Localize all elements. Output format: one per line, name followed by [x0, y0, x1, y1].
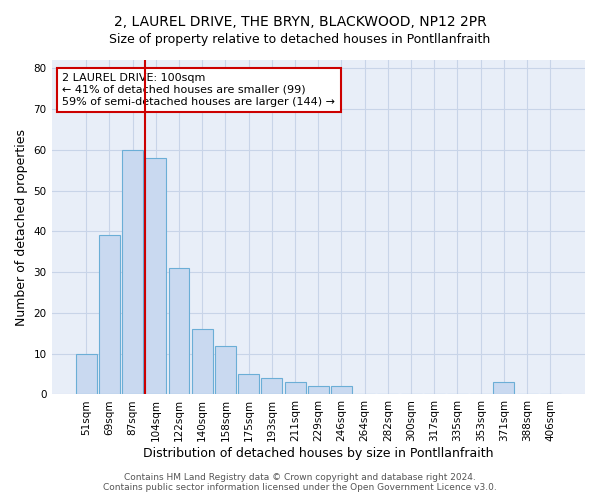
Bar [145, 158, 166, 394]
Bar [192, 329, 212, 394]
Y-axis label: Number of detached properties: Number of detached properties [15, 128, 28, 326]
X-axis label: Distribution of detached houses by size in Pontllanfraith: Distribution of detached houses by size … [143, 447, 494, 460]
Bar [122, 150, 143, 394]
Text: 2 LAUREL DRIVE: 100sqm
← 41% of detached houses are smaller (99)
59% of semi-det: 2 LAUREL DRIVE: 100sqm ← 41% of detached… [62, 74, 335, 106]
Text: 2, LAUREL DRIVE, THE BRYN, BLACKWOOD, NP12 2PR: 2, LAUREL DRIVE, THE BRYN, BLACKWOOD, NP… [113, 15, 487, 29]
Bar [215, 346, 236, 395]
Bar [99, 236, 120, 394]
Bar [493, 382, 514, 394]
Bar [169, 268, 190, 394]
Bar [308, 386, 329, 394]
Bar [331, 386, 352, 394]
Bar [284, 382, 305, 394]
Text: Contains HM Land Registry data © Crown copyright and database right 2024.
Contai: Contains HM Land Registry data © Crown c… [103, 473, 497, 492]
Bar [262, 378, 283, 394]
Bar [238, 374, 259, 394]
Bar [76, 354, 97, 395]
Text: Size of property relative to detached houses in Pontllanfraith: Size of property relative to detached ho… [109, 32, 491, 46]
